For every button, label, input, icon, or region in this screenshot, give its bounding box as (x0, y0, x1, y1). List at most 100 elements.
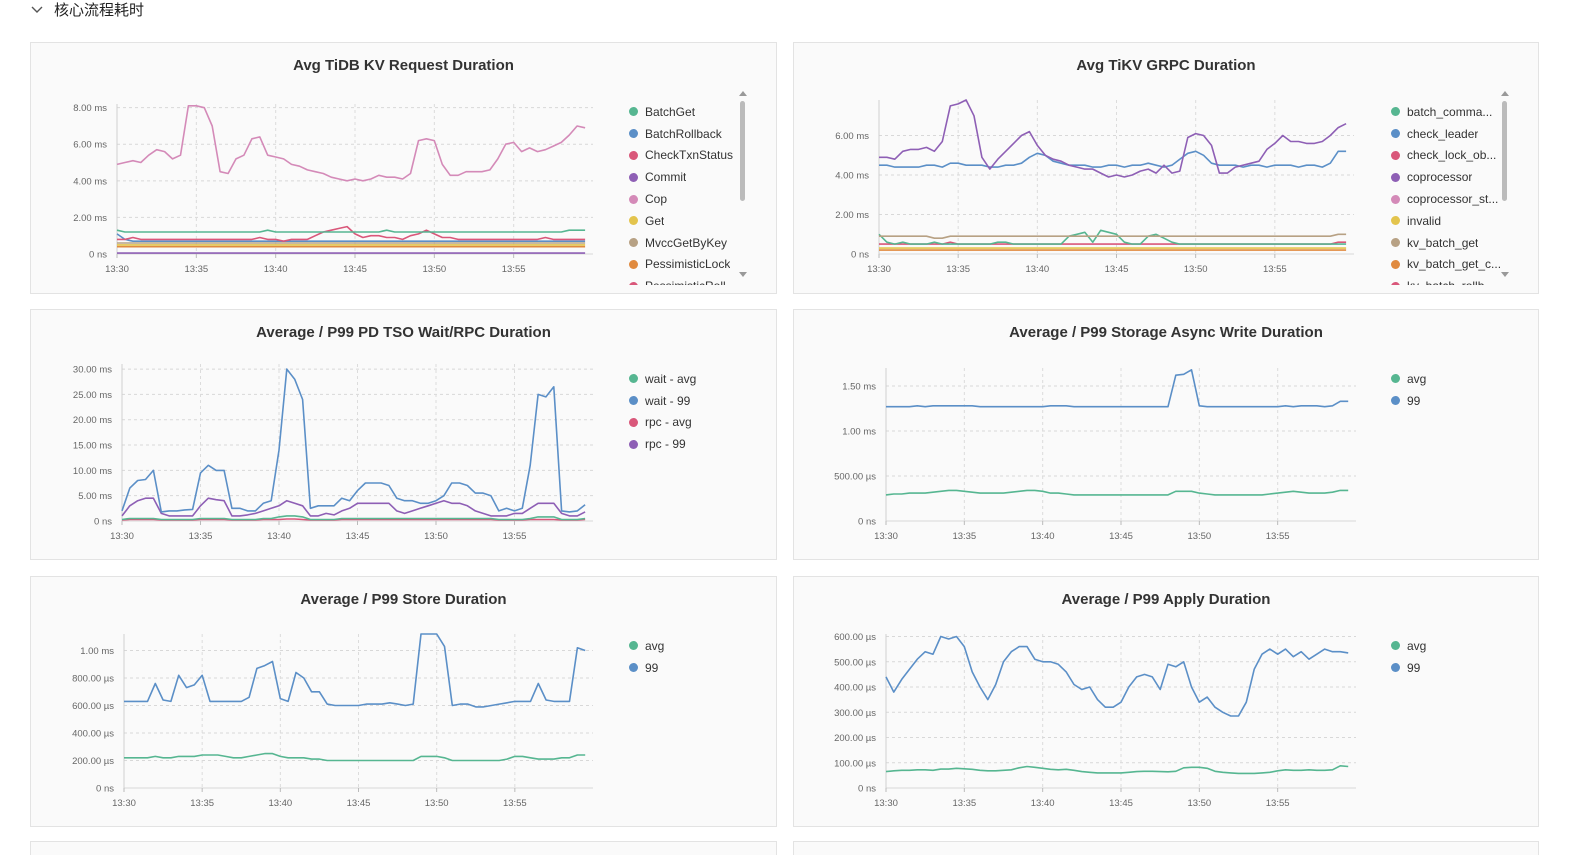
legend-item[interactable]: BatchGet (629, 101, 754, 123)
y-tick-label: 15.00 ms (73, 441, 112, 452)
legend-scrollbar[interactable] (739, 91, 747, 277)
legend-label: MvccGetByKey (645, 235, 728, 250)
x-tick-label: 13:40 (267, 531, 291, 542)
legend-item[interactable]: batch_comma... (1391, 101, 1516, 123)
chevron-down-icon[interactable] (30, 2, 44, 16)
series-line[interactable] (117, 225, 586, 242)
x-tick-label: 13:35 (952, 798, 976, 809)
chart-panel: Avg TiKV GRPC Duration 0 ns 2.00 ms 4.00 ms… (793, 42, 1539, 294)
scroll-up-icon[interactable] (1501, 91, 1509, 96)
legend-item[interactable]: coprocessor_st... (1391, 188, 1516, 210)
legend-swatch (629, 129, 638, 139)
scroll-down-icon[interactable] (739, 272, 747, 277)
series-line[interactable] (116, 229, 586, 233)
x-tick-label: 13:40 (1031, 531, 1055, 542)
legend-item[interactable]: avg (1391, 368, 1516, 390)
scroll-down-icon[interactable] (1501, 272, 1509, 277)
series-line[interactable] (121, 368, 586, 513)
x-tick-label: 13:35 (946, 264, 970, 275)
x-tick-label: 13:55 (1263, 264, 1287, 275)
series-line[interactable] (885, 489, 1349, 496)
legend-swatch (1391, 150, 1400, 160)
legend-item[interactable]: MvccGetByKey (629, 232, 754, 254)
legend-swatch (629, 150, 638, 160)
legend-item[interactable]: Cop (629, 188, 754, 210)
series-line[interactable] (886, 368, 1349, 408)
chart-title: Average / P99 Apply Duration (1061, 591, 1271, 608)
legend-item[interactable]: check_lock_ob... (1391, 145, 1516, 167)
legend-item[interactable]: rpc - avg (629, 412, 754, 434)
legend-item[interactable]: PessimisticRoll (629, 275, 754, 285)
legend-item[interactable]: 99 (1391, 657, 1516, 679)
series-line[interactable] (121, 515, 586, 521)
legend-label: CheckTxnStatus (645, 148, 734, 163)
x-tick-label: 13:55 (503, 531, 527, 542)
series-line[interactable] (879, 233, 1347, 239)
line-chart: 0 ns 500.00 µs 1.00 ms 1.50 ms 13:30 13:35 13:… (834, 368, 1356, 542)
y-tick-label: 0 ns (94, 517, 112, 528)
legend-item[interactable]: kv_batch_get (1391, 232, 1516, 254)
legend-item[interactable]: 99 (629, 657, 754, 679)
legend-item[interactable]: wait - 99 (629, 390, 754, 412)
legend-item[interactable]: PessimisticLock (629, 254, 754, 276)
legend-item[interactable]: BatchRollback (629, 123, 754, 145)
legend-item[interactable]: rpc - 99 (629, 433, 754, 455)
series-line[interactable] (124, 752, 586, 762)
legend-label: wait - 99 (645, 393, 691, 408)
scroll-up-icon[interactable] (739, 91, 747, 96)
series-line[interactable] (124, 633, 586, 708)
y-tick-label: 2.00 ms (73, 213, 107, 224)
series-line[interactable] (879, 150, 1347, 168)
y-tick-label: 800.00 µs (72, 674, 114, 685)
chart-title: Average / P99 Storage Async Write Durati… (1009, 324, 1323, 341)
y-tick-label: 6.00 ms (835, 131, 869, 142)
legend-swatch (629, 396, 638, 406)
series-line[interactable] (885, 765, 1349, 775)
x-tick-label: 13:55 (503, 798, 527, 809)
legend-item[interactable]: Get (629, 210, 754, 232)
legend-item[interactable]: kv_batch_rollb (1391, 275, 1516, 285)
series-line[interactable] (885, 635, 1349, 717)
legend-item[interactable]: wait - avg (629, 368, 754, 390)
legend-item[interactable]: avg (1391, 635, 1516, 657)
line-chart: 0 ns 5.00 ms 10.00 ms 15.00 ms 20.00 ms 25.00… (73, 364, 593, 542)
section-header[interactable]: 核心流程耗时 (30, 0, 144, 19)
chart-panel: Average / P99 Storage Async Write Durati… (793, 309, 1539, 560)
legend-scrollbar[interactable] (1501, 91, 1509, 277)
y-tick-label: 1.00 ms (80, 646, 114, 657)
legend-item[interactable]: check_leader (1391, 123, 1516, 145)
x-tick-label: 13:45 (1105, 264, 1129, 275)
legend-item[interactable]: kv_batch_get_c... (1391, 254, 1516, 276)
series-line[interactable] (878, 229, 1347, 245)
x-tick-label: 13:50 (425, 798, 449, 809)
scroll-thumb[interactable] (1502, 101, 1507, 201)
legend-swatch (629, 641, 638, 651)
line-chart: 0 ns 200.00 µs 400.00 µs 600.00 µs 800.00 µs… (72, 633, 593, 809)
series-line[interactable] (879, 99, 1347, 178)
y-tick-label: 2.00 ms (835, 210, 869, 221)
legend-swatch (629, 194, 638, 204)
legend-item[interactable]: coprocessor (1391, 166, 1516, 188)
legend-item[interactable]: CheckTxnStatus (629, 145, 754, 167)
x-tick-label: 13:45 (1109, 798, 1133, 809)
legend-item[interactable]: Commit (629, 166, 754, 188)
legend-label: PessimisticRoll (645, 279, 726, 285)
legend-swatch (629, 417, 638, 427)
y-tick-label: 5.00 ms (78, 491, 112, 502)
x-tick-label: 13:40 (1025, 264, 1049, 275)
scroll-thumb[interactable] (740, 101, 745, 201)
legend-swatch (1391, 194, 1400, 204)
legend-item[interactable]: avg (629, 635, 754, 657)
legend-label: invalid (1407, 213, 1442, 228)
series-line[interactable] (116, 104, 586, 182)
series-line[interactable] (121, 497, 586, 517)
legend-swatch (629, 172, 638, 182)
x-tick-label: 13:30 (110, 531, 134, 542)
line-chart: 0 ns 2.00 ms 4.00 ms 6.00 ms 13:30 13:35 13:40… (835, 99, 1354, 275)
legend-item[interactable]: invalid (1391, 210, 1516, 232)
chart-title: Avg TiDB KV Request Duration (293, 57, 514, 74)
y-tick-label: 0 ns (851, 250, 869, 261)
legend-label: Get (645, 213, 665, 228)
series-line[interactable] (116, 233, 586, 242)
legend-item[interactable]: 99 (1391, 390, 1516, 412)
